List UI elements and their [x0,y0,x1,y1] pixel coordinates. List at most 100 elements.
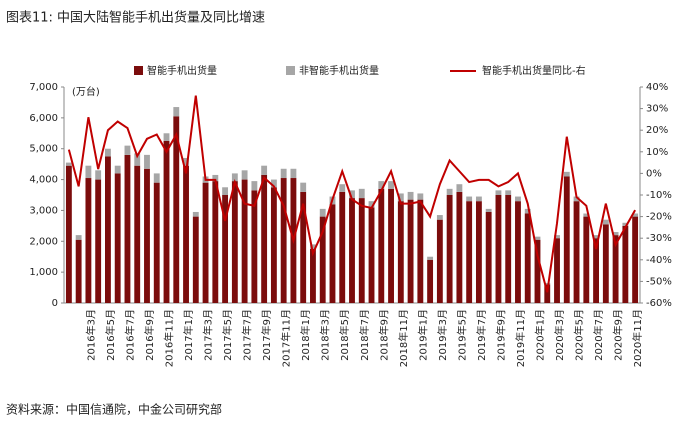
bar [475,196,482,202]
bar [534,236,541,240]
bar [505,195,512,303]
y-tick-label: 4,000 [29,175,58,186]
bar [173,107,180,117]
bar [368,207,375,303]
x-tick-label: 2017年5月 [221,309,234,361]
bar [524,213,531,303]
bar [329,204,336,303]
bar [261,165,268,175]
bar [583,216,590,303]
chart-title: 图表11: 中国大陆智能手机出货量及同比增速 [6,10,265,26]
bar [124,154,131,303]
bar [622,222,629,226]
x-tick-label: 2019年7月 [475,309,488,361]
bar [134,153,141,166]
bar [65,162,72,166]
bar [495,190,502,195]
bar [270,179,277,188]
bar [319,216,326,303]
unit-label: (万台) [72,85,100,98]
bar [105,148,111,157]
y2-tick-label: 40% [646,82,668,93]
bar [602,219,609,225]
bar [495,195,502,303]
y-tick-label: 6,000 [29,113,58,124]
bar [310,249,316,303]
bar [358,198,365,303]
bar [163,141,170,303]
bar [300,182,307,192]
bar [368,201,375,208]
x-tick-label: 2019年9月 [494,309,507,361]
bar [446,195,453,303]
bar [114,165,121,174]
y2-tick-label: 10% [646,147,668,158]
x-tick-label: 2016年3月 [84,309,97,361]
bar [231,173,238,182]
bar [397,193,404,202]
bar [85,178,92,303]
bar [202,182,209,303]
x-tick-label: 2018年1月 [299,309,312,361]
bar [251,181,258,191]
bar [75,239,82,303]
bar [583,213,590,217]
bar [593,238,599,303]
bar [534,239,541,303]
x-tick-label: 2020年3月 [553,309,566,361]
bar [261,174,268,303]
bar [349,190,355,199]
bar [300,191,307,303]
bar [290,168,297,179]
x-tick-label: 2017年3月 [202,309,215,361]
bar [524,208,531,214]
bar [417,193,424,200]
bar [85,165,92,179]
bar [485,211,492,303]
bar [124,145,131,155]
legend-swatch [134,66,143,75]
y2-tick-label: -30% [646,233,672,244]
bar [231,181,238,303]
y2-tick-label: 30% [646,104,668,115]
y-tick-label: 1,000 [29,267,58,278]
bar [388,181,394,189]
x-tick-label: 2018年7月 [358,309,371,361]
bar [212,181,219,303]
bar [222,195,229,303]
y2-tick-label: -60% [646,298,672,309]
y-tick-label: 5,000 [29,144,58,155]
bar [563,176,570,303]
x-tick-label: 2016年9月 [143,309,156,361]
bar [378,181,385,189]
y2-tick-label: -20% [646,212,672,223]
bar [183,165,189,303]
bar [339,191,346,303]
bar [456,191,463,303]
bar [602,224,609,303]
y2-tick-label: -10% [646,190,672,201]
bar [427,256,434,260]
bar [446,188,453,195]
bar [456,184,463,192]
bar [544,282,551,285]
x-tick-label: 2020年7月 [592,309,605,361]
bar [144,154,150,169]
bar [407,199,414,303]
bar [612,232,619,236]
x-tick-label: 2017年1月 [182,309,195,361]
bar [192,211,199,217]
bar [632,216,639,303]
bar [632,213,639,217]
x-tick-label: 2016年11月 [163,309,176,367]
x-tick-label: 2016年5月 [104,309,117,361]
bar [573,201,580,303]
bar [105,156,111,303]
bar [270,187,277,303]
bar [241,179,248,303]
bar [407,191,414,200]
bar [212,174,219,182]
bar [544,284,551,303]
y2-tick-label: -40% [646,255,672,266]
